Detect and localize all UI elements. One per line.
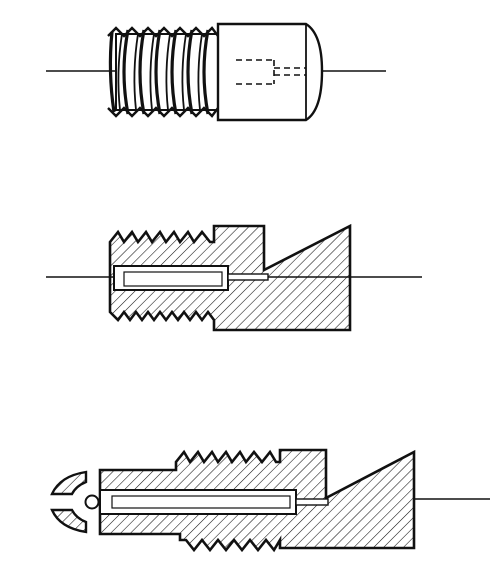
view-2-jet-channel — [227, 273, 269, 281]
view-2-bore-inner — [123, 271, 223, 287]
view-1-hidden-bore — [236, 59, 306, 85]
view-3-nipple-section — [50, 448, 490, 553]
view-3-jet-channel — [295, 498, 329, 506]
view-1-nipple-exterior — [46, 22, 386, 122]
view-3-ball — [84, 494, 100, 510]
view-3-cap-lower — [50, 508, 88, 534]
view-3-cap-upper — [50, 470, 88, 496]
view-2-nipple-section — [46, 223, 422, 332]
view-1-thread-flanks — [108, 29, 210, 115]
view-1-head — [216, 22, 324, 122]
view-3-bore-inner — [111, 495, 291, 509]
